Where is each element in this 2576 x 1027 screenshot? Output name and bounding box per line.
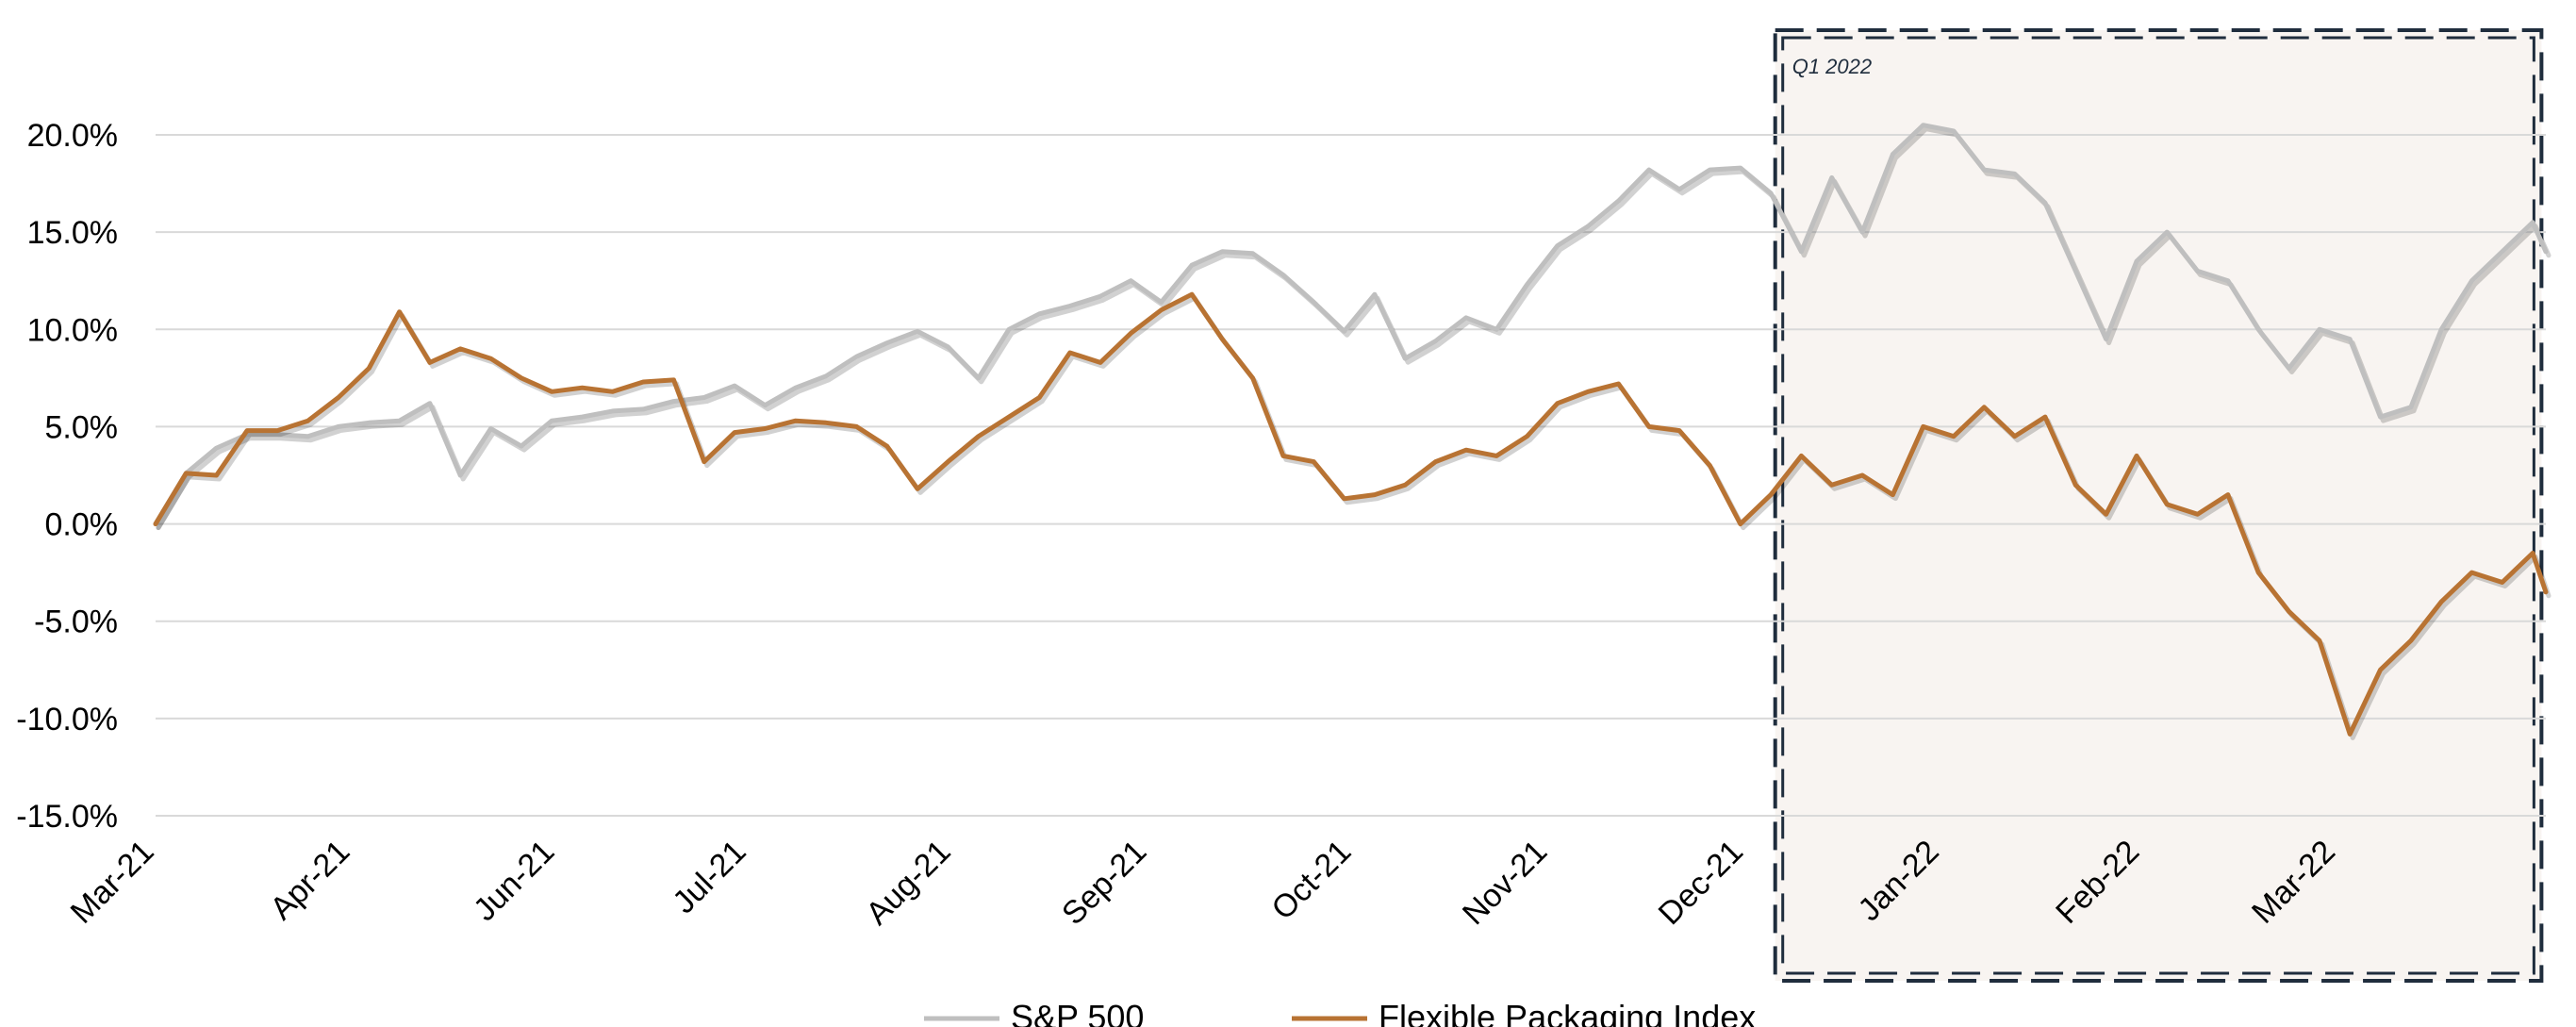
legend-item-flexible-packaging: Flexible Packaging Index bbox=[1292, 998, 1756, 1027]
y-tick-label: 15.0% bbox=[27, 215, 118, 251]
x-tick-label: Jun-21 bbox=[467, 834, 561, 928]
y-tick-label: 0.0% bbox=[45, 507, 119, 543]
series-lines bbox=[153, 123, 2551, 740]
flexible-packaging-line bbox=[153, 291, 2549, 737]
legend-label: Flexible Packaging Index bbox=[1379, 998, 1756, 1027]
legend-label: S&P 500 bbox=[1011, 998, 1144, 1027]
x-tick-label: Sep-21 bbox=[1055, 834, 1153, 932]
q1-2022-shaded-region bbox=[1775, 30, 2542, 981]
y-tick-label: -5.0% bbox=[34, 605, 118, 640]
x-tick-label: Aug-21 bbox=[859, 834, 957, 932]
y-tick-label: 5.0% bbox=[45, 409, 119, 445]
x-tick-label: Apr-21 bbox=[263, 834, 356, 927]
gridlines bbox=[156, 134, 2546, 817]
q1-2022-dashed-border bbox=[1773, 28, 2544, 983]
y-tick-label: 10.0% bbox=[27, 312, 118, 348]
y-axis: -15.0% -10.0% -5.0% 0.0% 5.0% 10.0% 15.0% 20.0% bbox=[16, 118, 118, 835]
sp500-line bbox=[153, 123, 2549, 527]
y-tick-label: -15.0% bbox=[16, 799, 118, 835]
y-tick-label: -10.0% bbox=[16, 702, 118, 737]
q1-2022-inner-dashed-border bbox=[1781, 36, 2535, 975]
x-tick-label: Dec-21 bbox=[1652, 834, 1750, 932]
q1-2022-highlight: Q1 2022 bbox=[1773, 28, 2544, 983]
y-tick-label: 20.0% bbox=[27, 118, 118, 154]
q1-2022-label: Q1 2022 bbox=[1792, 55, 1872, 78]
x-tick-label: Jul-21 bbox=[666, 834, 752, 920]
x-tick-label: Nov-21 bbox=[1456, 834, 1554, 932]
x-tick-label: Oct-21 bbox=[1264, 834, 1358, 927]
series-shadow bbox=[156, 126, 2551, 531]
legend: S&P 500 Flexible Packaging Index bbox=[924, 998, 1756, 1027]
legend-item-sp500: S&P 500 bbox=[924, 998, 1144, 1027]
x-tick-label: Mar-21 bbox=[64, 834, 161, 931]
